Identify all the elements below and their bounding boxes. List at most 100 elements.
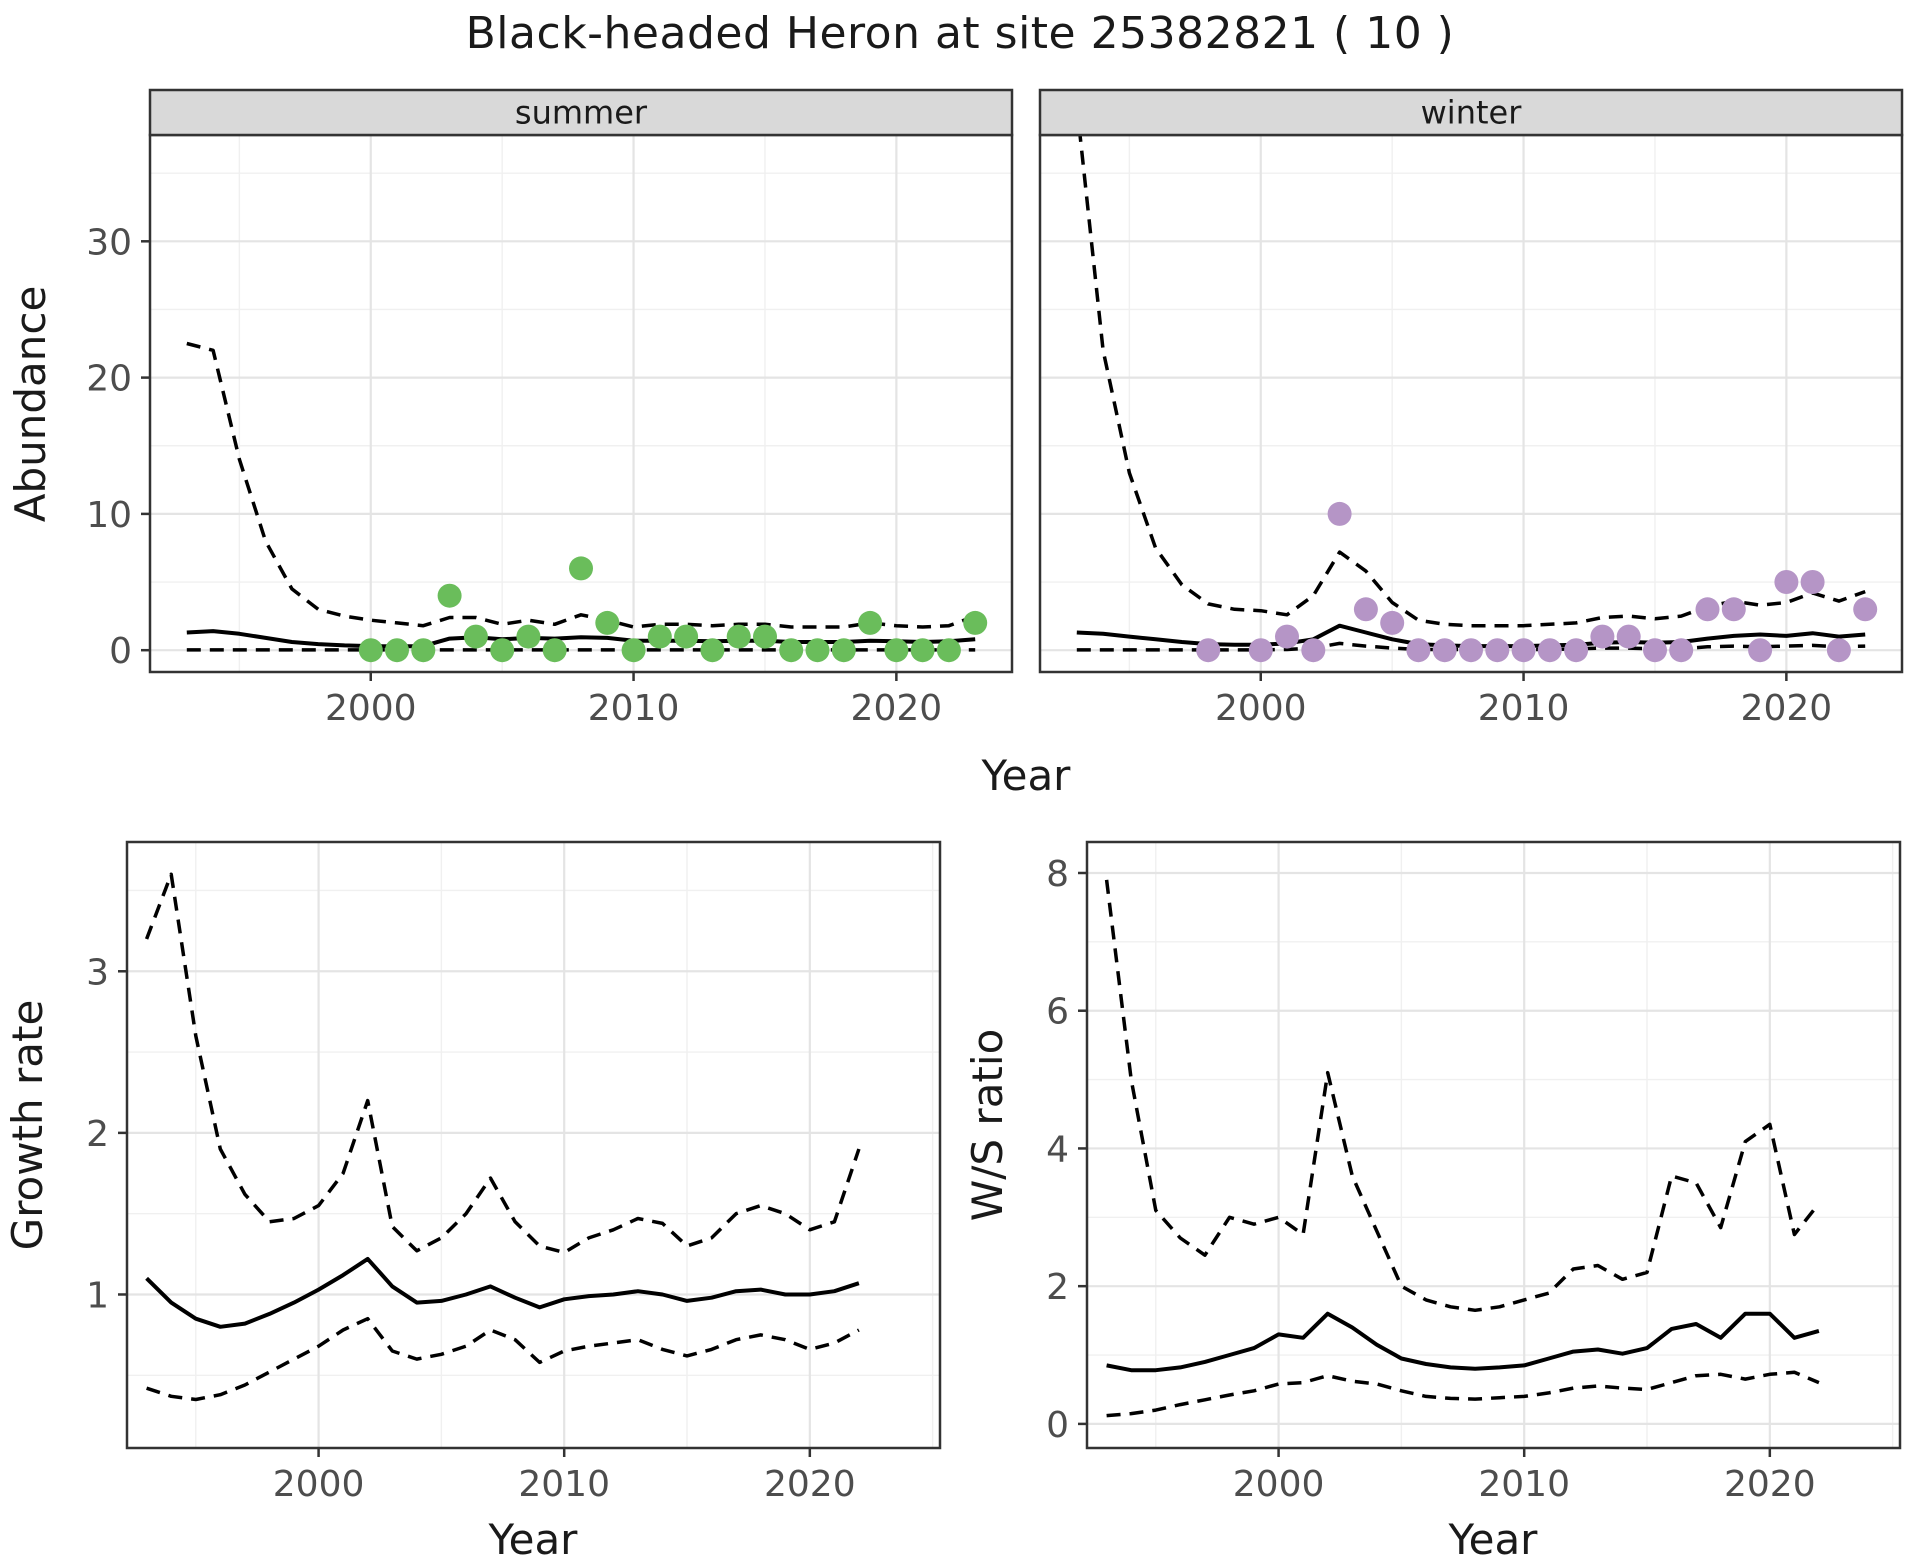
y-tick-label: 30 (86, 222, 132, 263)
observation-point (1669, 638, 1694, 663)
x-tick-label: 2000 (1215, 688, 1307, 729)
y-tick-label: 2 (86, 1114, 109, 1155)
observation-point (753, 624, 777, 649)
x-tick-label: 2020 (851, 688, 943, 729)
panel-background (1087, 842, 1900, 1448)
observation-point (831, 638, 856, 663)
observation-point (674, 624, 699, 649)
panel-border (125, 840, 942, 1450)
observation-point (1485, 638, 1510, 663)
observation-point (936, 638, 961, 663)
panel: 2000 2010 2020 0 10 20 30 summer (86, 88, 1014, 729)
observation-point (385, 638, 409, 663)
facet-strip (1038, 88, 1904, 137)
y-tick-label: 20 (86, 359, 132, 400)
observation-point (1748, 638, 1773, 663)
confidence-band-line (1104, 879, 1821, 1313)
panel-background (1040, 135, 1902, 672)
y-tick-label: 0 (1046, 1405, 1069, 1446)
y-tick-label: 8 (1046, 854, 1069, 895)
observation-point (805, 638, 830, 663)
observation-point (1301, 638, 1326, 663)
panel-background (150, 135, 1012, 672)
confidence-band-line (144, 872, 861, 1255)
observation-point (358, 638, 383, 663)
panel: 2000 2010 2020 1 2 3 (86, 840, 942, 1505)
observation-point (621, 638, 646, 663)
observation-point (1327, 501, 1352, 526)
observation-point (726, 624, 751, 649)
observation-point (1511, 638, 1536, 663)
data-layer (1104, 879, 1821, 1418)
plot-title: Black-headed Heron at site 25382821 ( 10… (465, 8, 1455, 59)
fit-line (145, 1256, 860, 1329)
observation-point (411, 638, 436, 663)
observation-point (542, 638, 567, 663)
observation-point (1590, 624, 1615, 649)
data-layer (186, 341, 988, 663)
observation-point (1275, 624, 1299, 649)
observation-point (1564, 638, 1589, 663)
y-tick-label: 1 (86, 1275, 109, 1316)
observation-point (1643, 638, 1667, 663)
y-tick-label: 4 (1046, 1129, 1069, 1170)
panel-border (1085, 840, 1902, 1450)
observation-point (1537, 638, 1562, 663)
observation-point (437, 583, 462, 608)
x-tick-label: 2020 (764, 1464, 856, 1505)
y-tick-label: 2 (1046, 1267, 1069, 1308)
y-tick-label: 0 (109, 631, 132, 672)
observation-point (1721, 597, 1746, 622)
observation-point (463, 624, 488, 649)
data-layer (1076, 135, 1878, 663)
facet-strip-label: summer (515, 94, 648, 132)
year-axis-title-bottom: Year (488, 1515, 579, 1560)
observation-point (1695, 597, 1720, 622)
panel: 2000 2010 2020 0 2 4 6 8 (1046, 840, 1902, 1505)
observation-point (884, 638, 909, 663)
observation-point (700, 638, 725, 663)
x-tick-label: 2010 (588, 688, 680, 729)
bottom-y-axis-title: Growth rate (3, 1000, 52, 1251)
facet-strip (148, 88, 1014, 137)
fit-line (1106, 1311, 1820, 1373)
confidence-band-line (1106, 1370, 1820, 1418)
data-layer (144, 872, 861, 1402)
confidence-band-line (186, 341, 976, 629)
observation-point (1380, 610, 1405, 635)
x-tick-label: 2000 (325, 688, 417, 729)
y-tick-label: 3 (86, 952, 109, 993)
observation-point (1196, 638, 1221, 663)
observation-point (910, 638, 935, 663)
x-tick-label: 2000 (1233, 1464, 1325, 1505)
panel: 2000 2010 2020 winter (1038, 88, 1904, 729)
x-tick-label: 2020 (1741, 688, 1833, 729)
y-tick-label: 6 (1046, 992, 1069, 1033)
observation-point (1432, 638, 1457, 663)
x-tick-label: 2010 (1478, 1464, 1570, 1505)
x-tick-label: 2010 (518, 1464, 610, 1505)
observation-point (1800, 570, 1825, 594)
confidence-band-line (146, 1316, 860, 1402)
observation-point (1353, 597, 1378, 622)
observation-point (1616, 624, 1641, 649)
observation-point (1853, 597, 1878, 622)
observation-point (1406, 638, 1431, 663)
year-axis-title-bottom: Year (1448, 1515, 1539, 1560)
year-axis-title-top: Year (981, 751, 1072, 800)
facet-strip-label: winter (1421, 94, 1523, 132)
bottom-y-axis-title: W/S ratio (963, 1029, 1012, 1222)
x-tick-label: 2000 (273, 1464, 365, 1505)
observation-point (858, 610, 883, 635)
x-tick-label: 2020 (1724, 1464, 1816, 1505)
observation-point (1774, 570, 1799, 594)
observation-point (516, 624, 541, 649)
observation-point (779, 638, 804, 663)
observation-point (490, 638, 515, 663)
y-tick-label: 10 (86, 495, 132, 536)
observation-point (569, 556, 593, 581)
observation-point (647, 624, 672, 649)
observation-point (595, 610, 620, 635)
observation-point (1459, 638, 1483, 663)
